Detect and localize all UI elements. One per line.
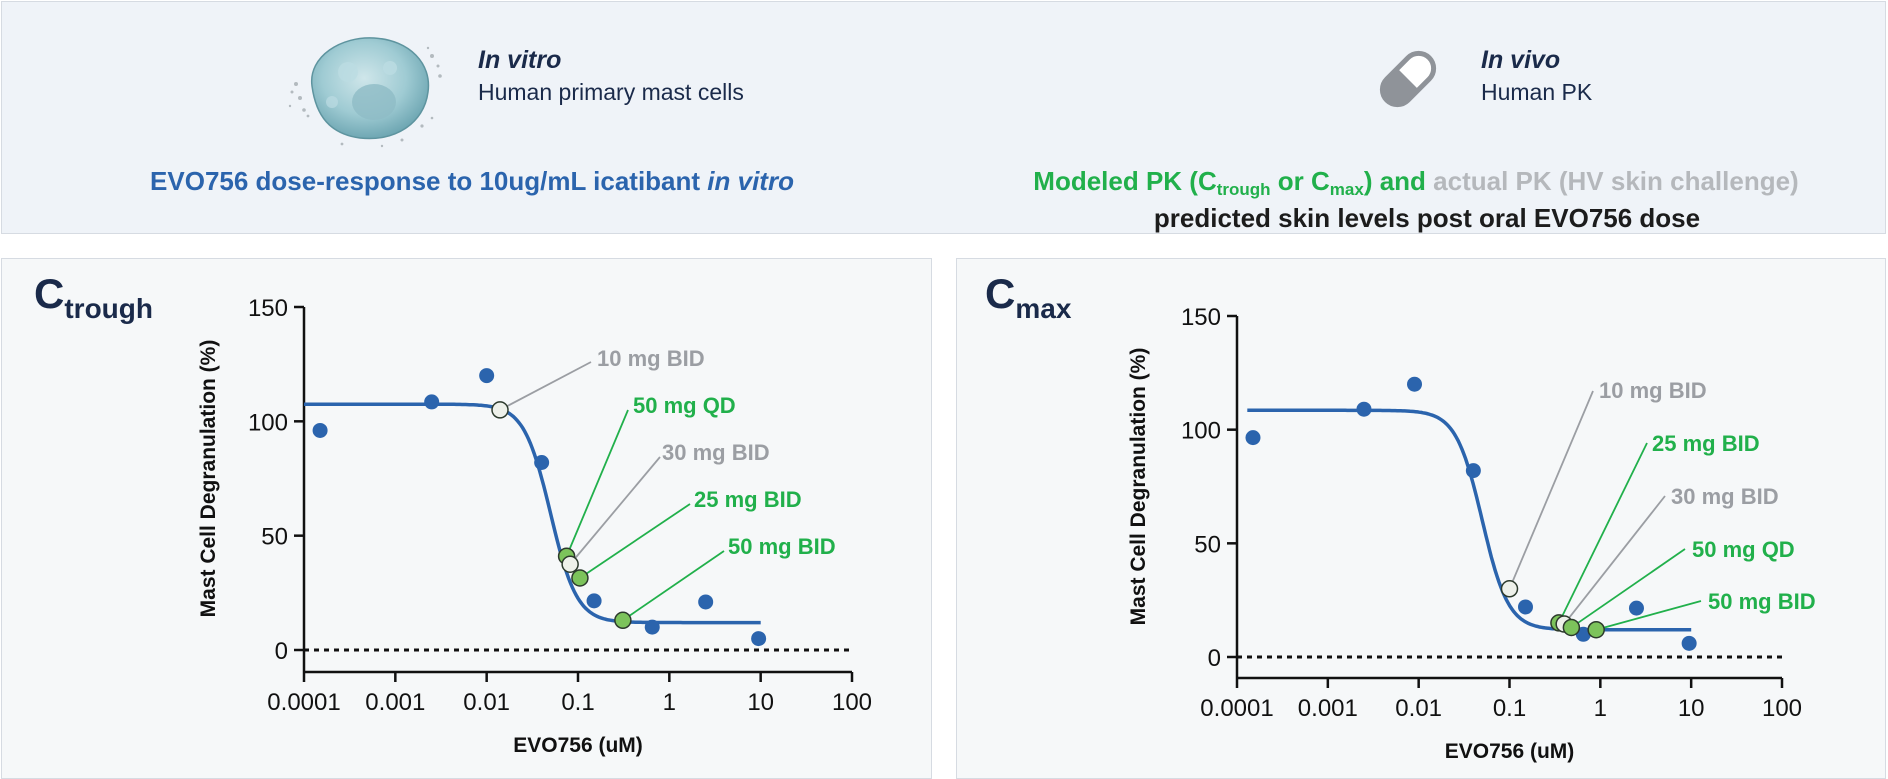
x-tick-label: 10	[1678, 695, 1705, 722]
observed-point	[1245, 430, 1261, 446]
fit-curve	[1247, 408, 1692, 632]
mast-cell-icon	[288, 37, 442, 148]
x-tick-label: 10	[747, 689, 774, 716]
dose-label: 30 mg BID	[1671, 484, 1779, 509]
x-tick-label: 0.001	[365, 689, 425, 716]
dose-leader-line	[499, 361, 592, 411]
observed-point	[1575, 626, 1591, 642]
observed-point	[534, 454, 550, 470]
x-tick-label: 100	[1762, 695, 1802, 722]
dose-leader-line	[622, 550, 725, 622]
x-tick-label: 0.0001	[1200, 695, 1273, 722]
dose-leader-line	[1570, 548, 1686, 629]
max-panel	[956, 258, 1886, 779]
x-tick-label: 0.0001	[267, 689, 340, 716]
dose-label: 25 mg BID	[1652, 431, 1760, 456]
dose-leader-line	[569, 456, 661, 565]
dose-response-caption: EVO756 dose-response to 10ug/mL icatiban…	[150, 166, 794, 196]
x-axis-title: EVO756 (uM)	[513, 734, 643, 757]
observed-point	[424, 394, 440, 410]
dose-marker	[614, 611, 632, 630]
x-tick-label: 0.01	[463, 689, 510, 716]
max-panel-label: Cmax	[985, 270, 1072, 324]
observed-point	[1356, 401, 1372, 417]
dose-leader-line	[565, 409, 629, 557]
in-vitro-subtitle: Human primary mast cells	[478, 79, 744, 105]
dose-label: 50 mg QD	[633, 393, 736, 418]
trough-panel-label: Ctrough	[34, 270, 153, 324]
dose-label: 50 mg QD	[1692, 537, 1795, 562]
observed-point	[479, 368, 495, 384]
y-tick-label: 150	[248, 295, 288, 322]
observed-point	[586, 593, 602, 609]
observed-point	[698, 594, 714, 610]
in-vivo-title: In vivo	[1481, 46, 1561, 74]
capsule-icon	[1379, 50, 1437, 108]
x-tick-label: 1	[1594, 695, 1607, 722]
observed-point	[1407, 376, 1423, 392]
y-tick-label: 50	[1194, 531, 1221, 558]
in-vitro-title: In vitro	[478, 46, 562, 74]
x-tick-label: 0.1	[561, 689, 594, 716]
dose-leader-line	[1563, 495, 1666, 625]
x-axis-title: EVO756 (uM)	[1445, 740, 1575, 763]
dose-leader-line	[579, 503, 691, 579]
x-tick-label: 0.1	[1493, 695, 1526, 722]
y-tick-label: 0	[275, 638, 288, 665]
y-tick-label: 50	[261, 524, 288, 551]
dose-label: 30 mg BID	[662, 440, 770, 465]
dose-label: 10 mg BID	[1599, 378, 1707, 403]
dose-marker	[571, 569, 589, 587]
y-tick-label: 150	[1181, 304, 1221, 331]
trough-chart: 0 50 100 150 0.0001 0.001 0.01 0.1 1 10 100 EVO756 …	[197, 295, 872, 757]
observed-point	[1465, 463, 1481, 479]
pk-caption: Modeled PK (Ctrough or Cmax) and actual …	[1033, 166, 1799, 199]
observed-point	[751, 631, 767, 647]
dose-label: 50 mg BID	[728, 534, 836, 559]
dose-marker	[1562, 618, 1581, 637]
observed-point	[1628, 600, 1644, 616]
x-tick-label: 100	[832, 689, 872, 716]
y-axis-title: Mast Cell Degranulation (%)	[1127, 348, 1150, 626]
dose-leader-line	[1508, 390, 1594, 590]
dose-leader-line	[1595, 600, 1702, 631]
y-tick-label: 100	[248, 409, 288, 436]
fit-curve	[304, 402, 761, 625]
pk-caption-line2: predicted skin levels post oral EVO756 d…	[1153, 203, 1701, 233]
dose-marker	[1587, 620, 1605, 639]
dose-leader-line	[1558, 442, 1648, 624]
y-tick-label: 0	[1208, 645, 1221, 672]
x-tick-label: 0.001	[1298, 695, 1358, 722]
trough-panel	[1, 258, 932, 779]
y-axis-title: Mast Cell Degranulation (%)	[197, 340, 220, 618]
x-tick-label: 1	[663, 689, 676, 716]
dose-label: 25 mg BID	[694, 487, 802, 512]
top-banner	[1, 1, 1886, 234]
in-vivo-subtitle: Human PK	[1481, 79, 1593, 105]
dose-label: 10 mg BID	[597, 346, 705, 371]
dose-marker	[561, 555, 579, 573]
y-tick-label: 100	[1181, 418, 1221, 445]
dose-marker	[491, 401, 509, 419]
dose-label: 50 mg BID	[1708, 589, 1816, 614]
observed-point	[1517, 599, 1533, 615]
observed-point	[644, 619, 660, 635]
observed-point	[1681, 635, 1697, 651]
x-tick-label: 0.01	[1395, 695, 1442, 722]
dose-marker	[1500, 580, 1519, 598]
observed-point	[312, 422, 328, 438]
